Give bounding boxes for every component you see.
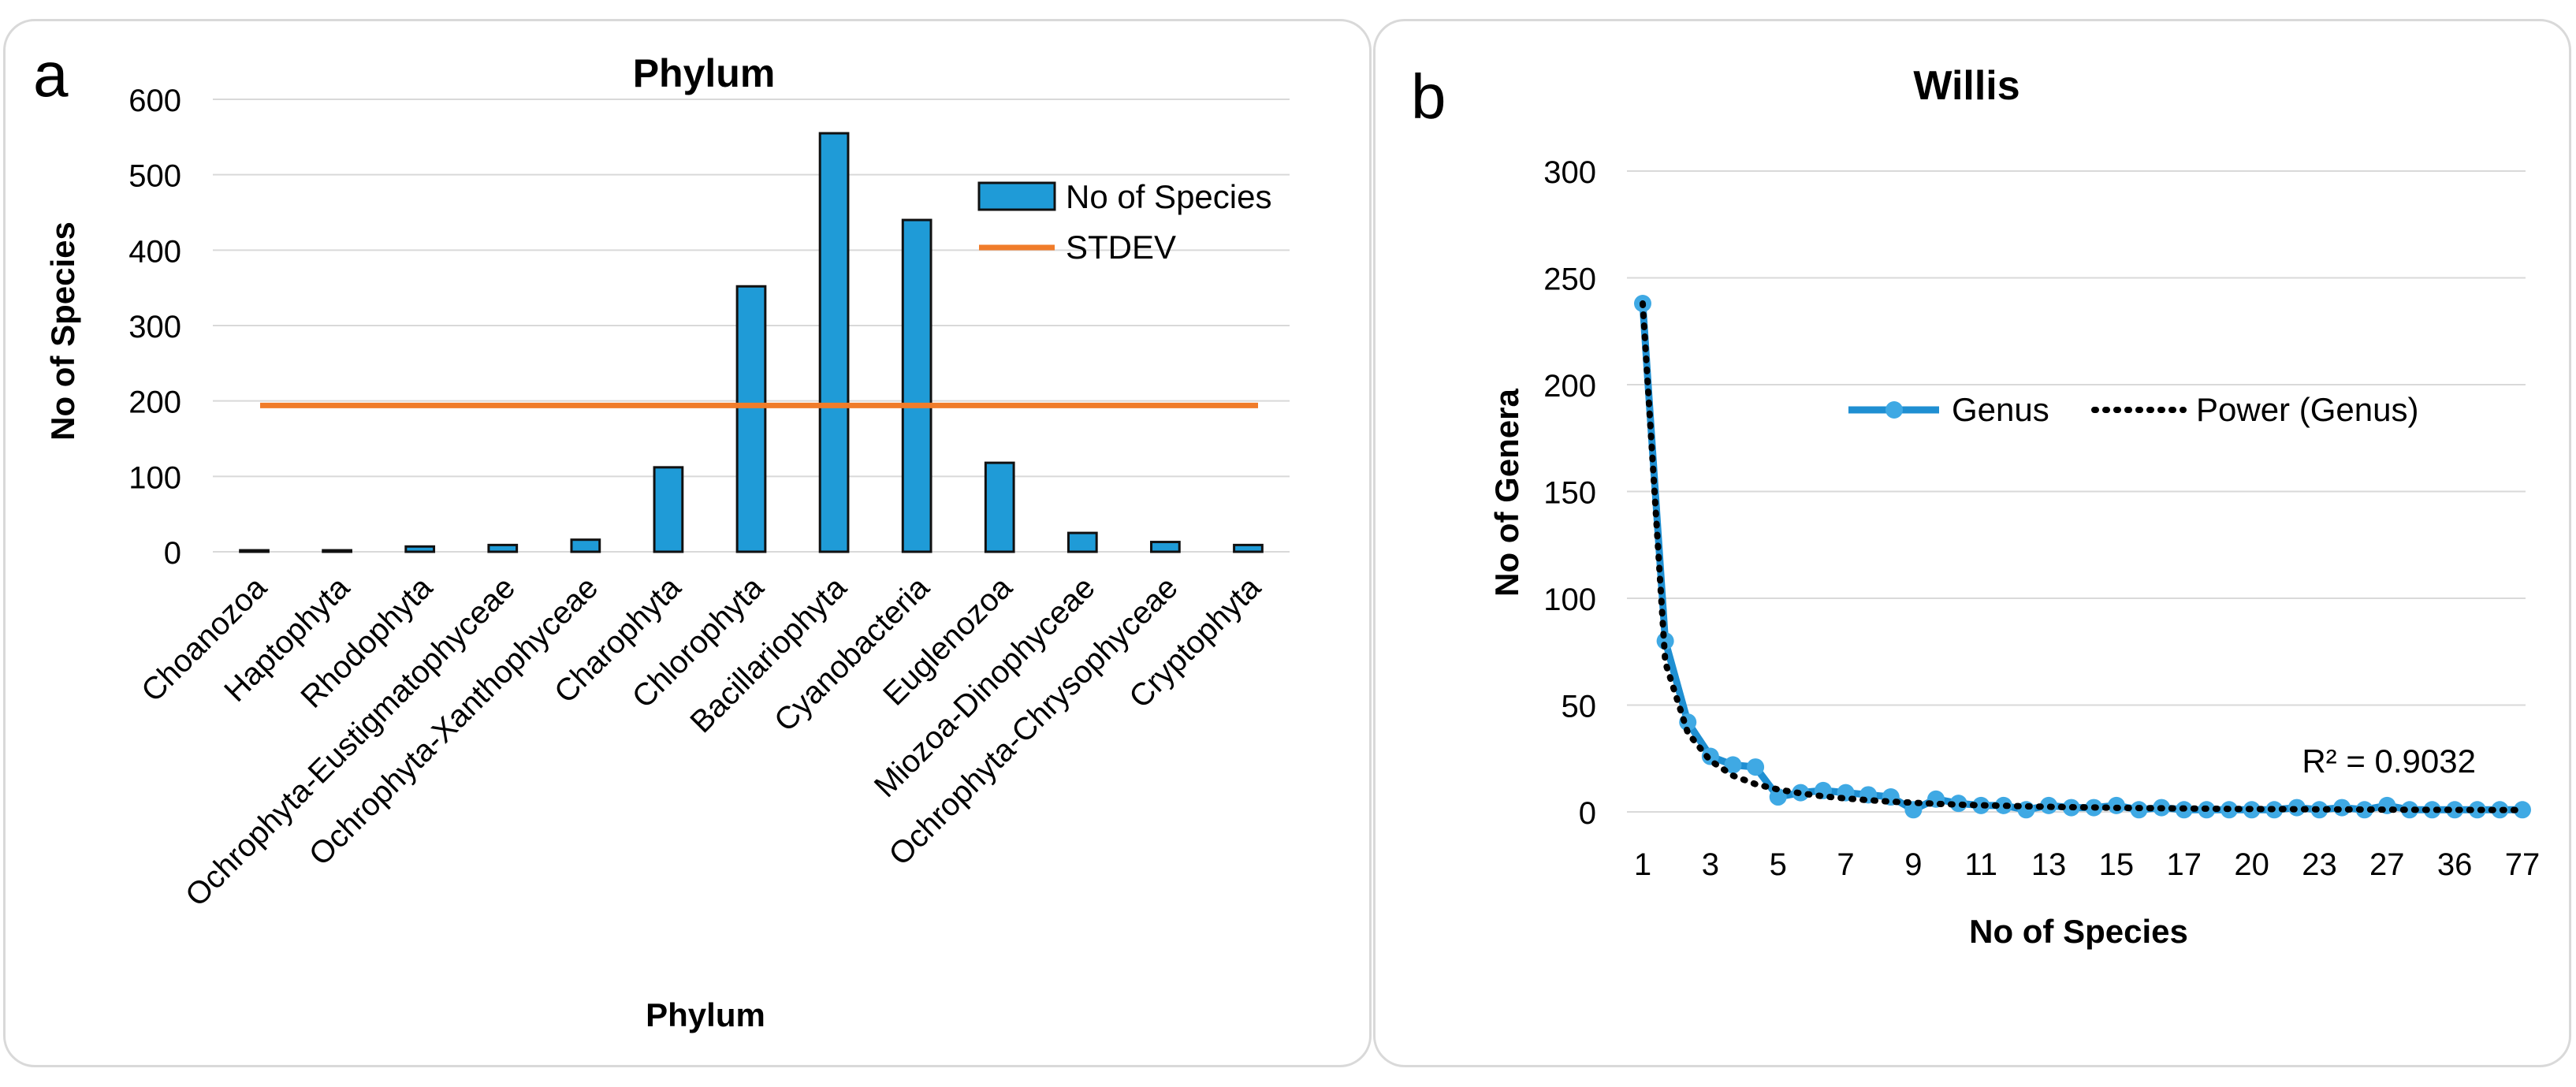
y-tick-label-a: 200 [128,385,181,420]
legend-label-stdev: STDEV [1066,229,1176,266]
y-tick-label-a: 500 [128,159,181,194]
panel-a-label: a [33,39,69,110]
y-tick-label-a: 600 [128,84,181,118]
x-tick-label-b: 9 [1904,847,1922,882]
genus-point [2423,801,2441,819]
genus-point [2514,801,2531,819]
genus-point [1747,758,1765,776]
panel-b-label: b [1411,61,1446,132]
bar [984,461,1015,553]
legend-swatch-bars [977,181,1056,211]
y-tick-label-a: 300 [128,310,181,344]
panel-b-title: Willis [1913,63,2019,109]
bar [818,132,850,553]
panel-a-xlabel: Phylum [646,996,765,1033]
x-tick-label-b: 5 [1770,847,1787,882]
panel-b-ylabel: No of Genera [1488,389,1525,597]
x-tick-label-b: 23 [2302,847,2337,882]
bar [322,549,352,553]
bar [1233,543,1264,553]
legend-label-bars: No of Species [1066,178,1271,215]
panel-a-ylabel: No of Species [44,221,81,441]
genus-line [1639,303,2522,813]
x-tick-label-b: 7 [1837,847,1854,882]
y-tick-label-a: 400 [128,234,181,269]
x-tick-label-b: 15 [2099,847,2135,882]
x-tick-label-b: 36 [2437,847,2473,882]
power-trendline [1640,300,2526,813]
x-tick-label-b: 77 [2505,847,2541,882]
genus-point [2400,801,2418,819]
x-tick-label-b: 13 [2031,847,2067,882]
x-tick-label-b: 17 [2167,847,2202,882]
y-tick-label-a: 0 [164,536,181,571]
bar [239,549,270,553]
y-tick-label-b: 0 [1579,796,1596,831]
y-tick-label-b: 200 [1543,369,1596,404]
x-tick-label-b: 1 [1634,847,1651,882]
panel-b-willis-chart [1373,19,2571,1067]
genus-point [2355,801,2373,819]
bar [1150,541,1181,553]
genus-point [1769,788,1787,806]
bar [653,466,684,553]
r-squared-annotation: R² = 0.9032 [2302,743,2476,780]
y-tick-label-b: 150 [1543,476,1596,511]
x-tick-label-b: 3 [1702,847,1719,882]
panel-a-title: Phylum [633,51,776,95]
bar [901,218,932,553]
x-tick-label-b: 27 [2369,847,2405,882]
genus-point [2468,801,2486,819]
x-tick-label-b: 11 [1964,847,1997,882]
legend-label-power: Power (Genus) [2196,391,2418,428]
bar [487,543,519,553]
bar [735,285,767,553]
bar [404,545,436,553]
panel-a-phylum-chart [3,19,1372,1067]
genus-point [1724,756,1742,774]
y-tick-label-b: 50 [1562,690,1597,724]
legend-marker-genus [1885,401,1903,419]
bar [1067,531,1098,553]
y-tick-label-b: 250 [1543,262,1596,297]
panel-b-xlabel: No of Species [1969,913,2188,950]
y-tick-label-b: 100 [1543,583,1596,617]
x-tick-label-b: 20 [2234,847,2269,882]
y-tick-label-b: 300 [1543,155,1596,190]
genus-point [2446,801,2464,819]
bar [570,538,601,553]
legend-label-genus: Genus [1952,391,2049,428]
y-tick-label-a: 100 [128,460,181,495]
